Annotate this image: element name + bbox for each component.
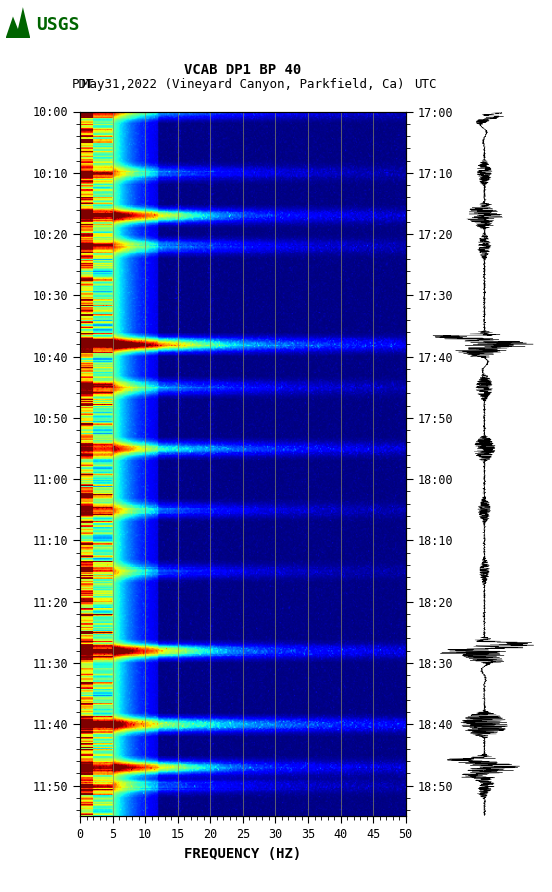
Text: VCAB DP1 BP 40: VCAB DP1 BP 40 (184, 62, 301, 77)
X-axis label: FREQUENCY (HZ): FREQUENCY (HZ) (184, 847, 301, 861)
Text: PDT: PDT (72, 78, 94, 91)
Text: UTC: UTC (414, 78, 436, 91)
Polygon shape (6, 7, 30, 38)
Text: May31,2022 (Vineyard Canyon, Parkfield, Ca): May31,2022 (Vineyard Canyon, Parkfield, … (82, 78, 404, 91)
Text: USGS: USGS (36, 16, 79, 34)
